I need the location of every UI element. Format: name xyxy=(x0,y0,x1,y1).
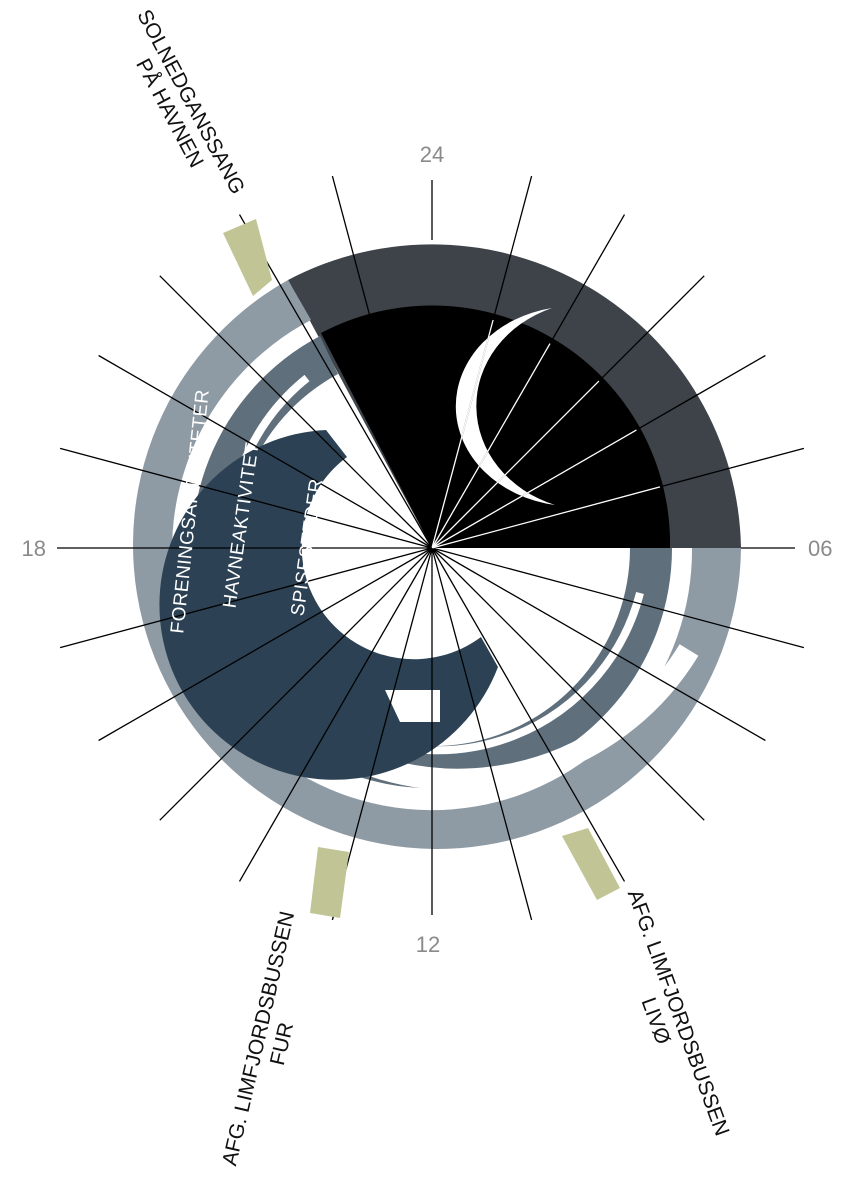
night-hour-ray xyxy=(431,429,637,549)
event-marker-solnedgang xyxy=(223,219,272,296)
event-marker-fur xyxy=(310,847,349,918)
event-marker-livo xyxy=(562,828,620,900)
hour-ray xyxy=(431,547,626,882)
night-inner-wedge xyxy=(321,305,671,548)
hour-ray xyxy=(431,547,805,649)
hour-ray xyxy=(59,547,433,649)
hour-ray xyxy=(431,547,533,921)
hour-ray xyxy=(238,214,433,549)
hour-ray xyxy=(431,547,766,742)
hour-label-18: 18 xyxy=(22,536,46,561)
hour-ray xyxy=(238,547,433,882)
hour-label-12: 12 xyxy=(416,932,440,957)
hour-ray-outer xyxy=(650,275,705,330)
moon-icon xyxy=(455,308,555,505)
event-label-livo-line1: AFG. LIMFJORDSBUSSEN xyxy=(623,887,734,1139)
hour-ray xyxy=(331,175,433,549)
night-hour-ray xyxy=(431,343,551,549)
hour-ray-outer xyxy=(699,354,766,395)
hour-ray xyxy=(431,547,705,821)
hour-ray xyxy=(159,547,433,821)
hour-ray-outer xyxy=(511,175,533,250)
night-hour-ray xyxy=(431,319,494,549)
night-hour-rays xyxy=(431,319,661,549)
hour-ray xyxy=(331,547,433,921)
hour-ray xyxy=(98,354,433,549)
hour-label-24: 24 xyxy=(420,142,444,167)
hour-ray xyxy=(98,547,433,742)
night-hour-ray xyxy=(431,380,600,549)
hour-label-06: 06 xyxy=(808,536,832,561)
hour-ray-outer xyxy=(585,214,626,281)
night-hour-ray xyxy=(431,486,661,549)
hour-ray xyxy=(59,447,433,549)
ring-notch xyxy=(385,690,440,722)
hour-ray xyxy=(159,275,433,549)
hour-ray-outer xyxy=(730,447,805,469)
